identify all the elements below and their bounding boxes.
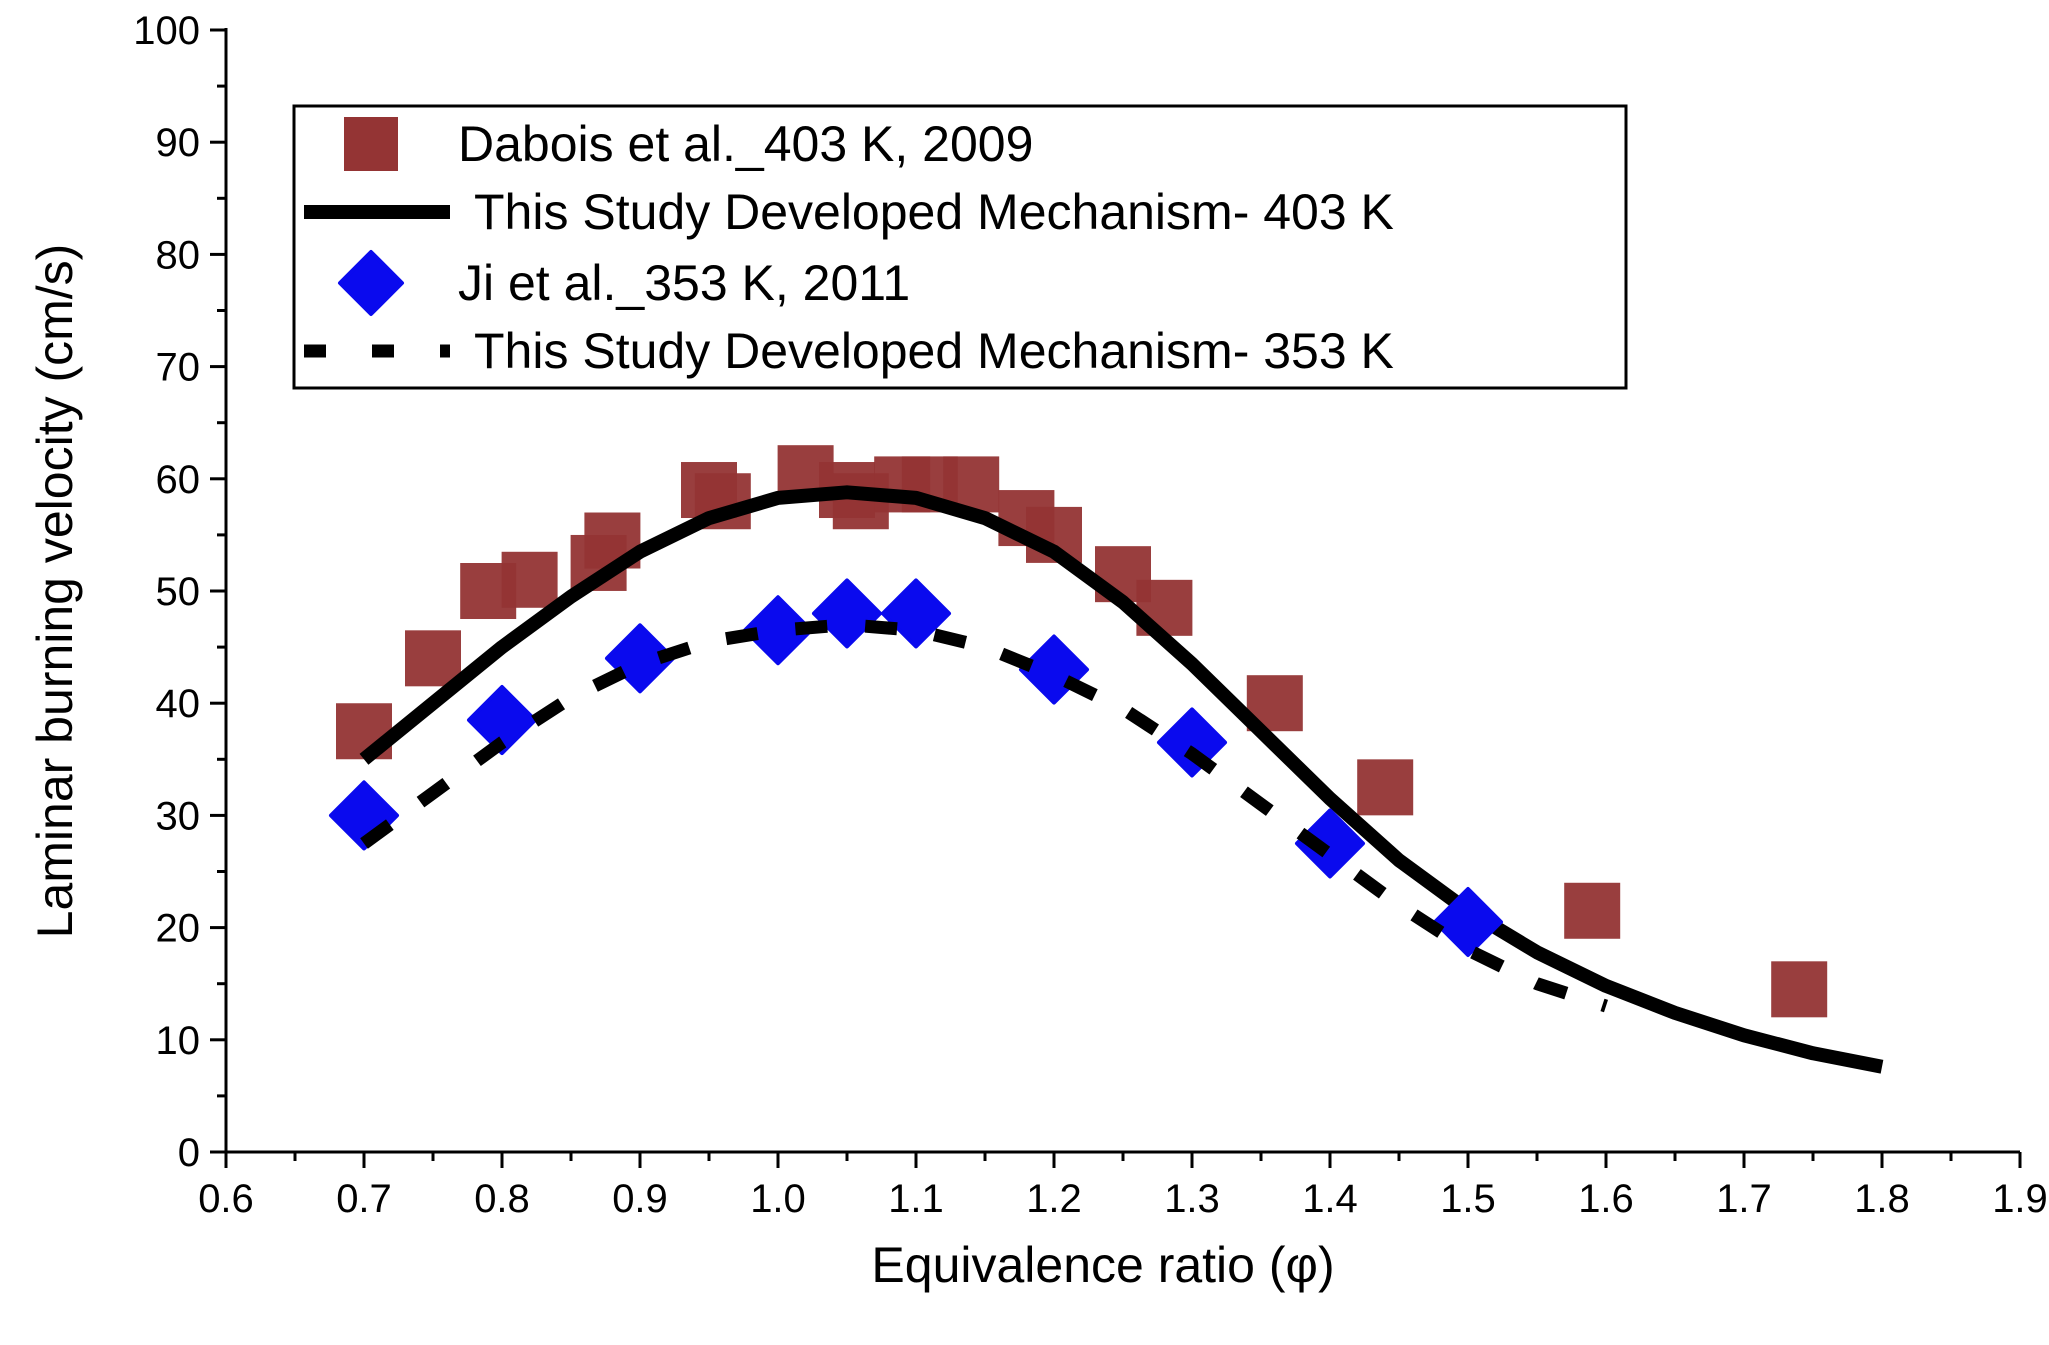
x-tick-label: 1.8	[1854, 1177, 1910, 1221]
y-axis-title: Laminar burning velocity (cm/s)	[27, 244, 83, 939]
x-tick-label: 1.9	[1992, 1177, 2048, 1221]
data-point-square	[405, 630, 461, 687]
x-tick-label: 1.3	[1164, 1177, 1220, 1221]
y-tick-label: 0	[178, 1131, 200, 1175]
x-tick-label: 0.9	[612, 1177, 668, 1221]
data-point-square	[1564, 882, 1621, 939]
data-point-square	[1771, 961, 1828, 1018]
x-tick-label: 1.6	[1578, 1177, 1634, 1221]
x-tick-label: 0.8	[474, 1177, 530, 1221]
x-axis-title: Equivalence ratio (φ)	[871, 1237, 1334, 1293]
data-point-diamond	[1433, 886, 1503, 957]
y-tick-label: 20	[156, 907, 201, 951]
y-tick-label: 90	[156, 121, 201, 165]
y-tick-label: 70	[156, 346, 201, 390]
y-tick-label: 10	[156, 1019, 201, 1063]
x-tick-label: 1.0	[750, 1177, 806, 1221]
legend-label: This Study Developed Mechanism- 403 K	[474, 184, 1394, 240]
series-line-1	[359, 485, 1884, 1074]
x-tick-label: 0.6	[198, 1177, 254, 1221]
data-point-square	[1357, 759, 1414, 816]
plot-area	[329, 445, 1884, 1074]
x-tick-label: 1.2	[1026, 1177, 1082, 1221]
legend-box	[292, 104, 1628, 390]
legend-label: Ji et al._353 K, 2011	[458, 255, 910, 311]
data-point-diamond	[743, 595, 813, 666]
legend-label: This Study Developed Mechanism- 353 K	[474, 323, 1394, 379]
x-tick-label: 1.1	[888, 1177, 944, 1221]
x-tick-label: 0.7	[336, 1177, 392, 1221]
y-tick-label: 80	[156, 233, 201, 277]
legend-label: Dabois et al._403 K, 2009	[458, 116, 1033, 172]
y-tick-label: 60	[156, 458, 201, 502]
series-line-3	[360, 618, 1609, 1013]
y-tick-label: 100	[133, 9, 200, 53]
y-tick-label: 40	[156, 682, 201, 726]
legend-marker-diamond	[338, 250, 404, 316]
data-point-diamond	[467, 685, 537, 756]
data-point-square	[501, 551, 558, 608]
data-point-diamond	[812, 578, 882, 649]
y-tick-label: 50	[156, 570, 201, 614]
legend-marker-square	[344, 117, 398, 171]
x-tick-label: 1.4	[1302, 1177, 1358, 1221]
y-tick-label: 30	[156, 794, 201, 838]
x-tick-label: 1.5	[1440, 1177, 1496, 1221]
legend: Dabois et al._403 K, 2009 This Study Deve…	[292, 104, 1628, 390]
data-point-diamond	[881, 578, 951, 649]
x-tick-label: 1.7	[1716, 1177, 1772, 1221]
